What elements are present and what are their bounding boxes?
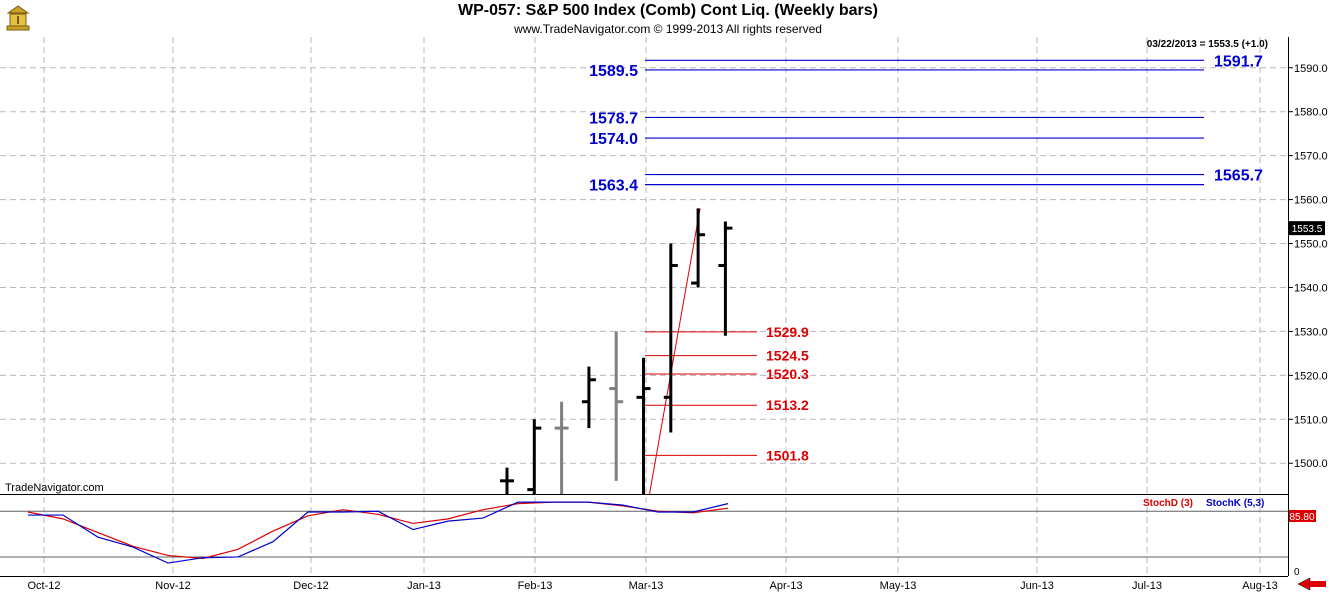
ohlc-bar <box>718 221 733 336</box>
blue-level-label: 1591.7 <box>1214 53 1263 70</box>
trend-line <box>649 208 701 495</box>
x-tick-label: Dec-12 <box>293 580 328 592</box>
x-tick-label: Jan-13 <box>407 580 441 592</box>
ohlc-bar <box>609 331 624 481</box>
stochd-legend: StochD (3) <box>1143 498 1193 509</box>
stochastic-panel: StochD (3)StochK (5,3)75085.80 <box>0 498 1316 578</box>
blue-level-label: 1589.5 <box>589 63 638 80</box>
x-tick-label: Apr-13 <box>769 580 802 592</box>
projection-levels: 1591.7 1589.5 1578.7 1574.0 1565.7 1563.4 1529… <box>589 53 1263 495</box>
watermark-text: TradeNavigator.com <box>5 482 104 494</box>
x-tick-label: Jul-13 <box>1132 580 1162 592</box>
blue-level-label: 1563.4 <box>589 178 638 195</box>
red-level-label: 1520.3 <box>766 366 809 382</box>
y-tick-label: 1590.0 <box>1294 63 1328 75</box>
chart-title: WP-057: S&P 500 Index (Comb) Cont Liq. (… <box>458 2 878 19</box>
axes: Oct-12 Nov-12 Dec-12 Jan-13 Feb-13 Mar-13 Apr-… <box>0 37 1328 592</box>
ohlc-bar <box>691 208 706 288</box>
red-level-label: 1529.9 <box>766 324 809 340</box>
x-tick-label: Aug-13 <box>1242 580 1277 592</box>
trade-navigator-logo-icon <box>6 5 30 31</box>
y-tick-label: 1510.0 <box>1294 414 1328 426</box>
ohlc-bar <box>636 357 651 494</box>
blue-level-label: 1565.7 <box>1214 168 1263 185</box>
y-tick-label: 1520.0 <box>1294 370 1328 382</box>
current-price-tag <box>1289 221 1325 236</box>
blue-level-label: 1574.0 <box>589 131 638 148</box>
blue-level-label: 1578.7 <box>589 110 638 127</box>
ohlc-bar <box>554 401 569 494</box>
red-level-label: 1501.8 <box>766 447 809 463</box>
ohlc-bar <box>500 467 514 494</box>
x-tick-label: Jun-13 <box>1020 580 1054 592</box>
y-tick-label: 1580.0 <box>1294 107 1328 119</box>
y-tick-label: 1540.0 <box>1294 282 1328 294</box>
x-tick-label: Nov-12 <box>155 580 190 592</box>
ohlc-bar <box>581 366 596 429</box>
y-tick-label: 1550.0 <box>1294 239 1328 251</box>
stochk-legend: StochK (5,3) <box>1206 498 1264 509</box>
red-level-label: 1524.5 <box>766 348 809 364</box>
y-tick-label: 1570.0 <box>1294 151 1328 163</box>
x-tick-label: Oct-12 <box>27 580 60 592</box>
stoch-series-line <box>28 501 729 564</box>
x-tick-label: May-13 <box>880 580 917 592</box>
price-bars <box>500 208 733 494</box>
scroll-arrow-body <box>1310 581 1326 587</box>
stoch-y-tick-label: 0 <box>1294 567 1300 578</box>
ohlc-bar <box>663 243 678 433</box>
stoch-value-tag <box>1289 510 1316 522</box>
scroll-left-arrow-icon <box>1297 577 1311 591</box>
red-level-label: 1513.2 <box>766 397 809 413</box>
last-value-label: 03/22/2013 = 1553.5 (+1.0) <box>1147 39 1268 50</box>
y-tick-label: 1530.0 <box>1294 326 1328 338</box>
y-tick-label: 1500.0 <box>1294 458 1328 470</box>
stoch-value-tag-label: 85.80 <box>1289 512 1314 523</box>
stoch-series-line <box>27 501 729 560</box>
current-price-tag-label: 1553.5 <box>1292 224 1323 235</box>
x-tick-label: Feb-13 <box>518 580 553 592</box>
x-tick-label: Mar-13 <box>629 580 664 592</box>
ohlc-bar <box>527 419 542 494</box>
y-tick-label: 1560.0 <box>1294 195 1328 207</box>
copyright-subtitle: www.TradeNavigator.com © 1999-2013 All r… <box>514 22 822 36</box>
